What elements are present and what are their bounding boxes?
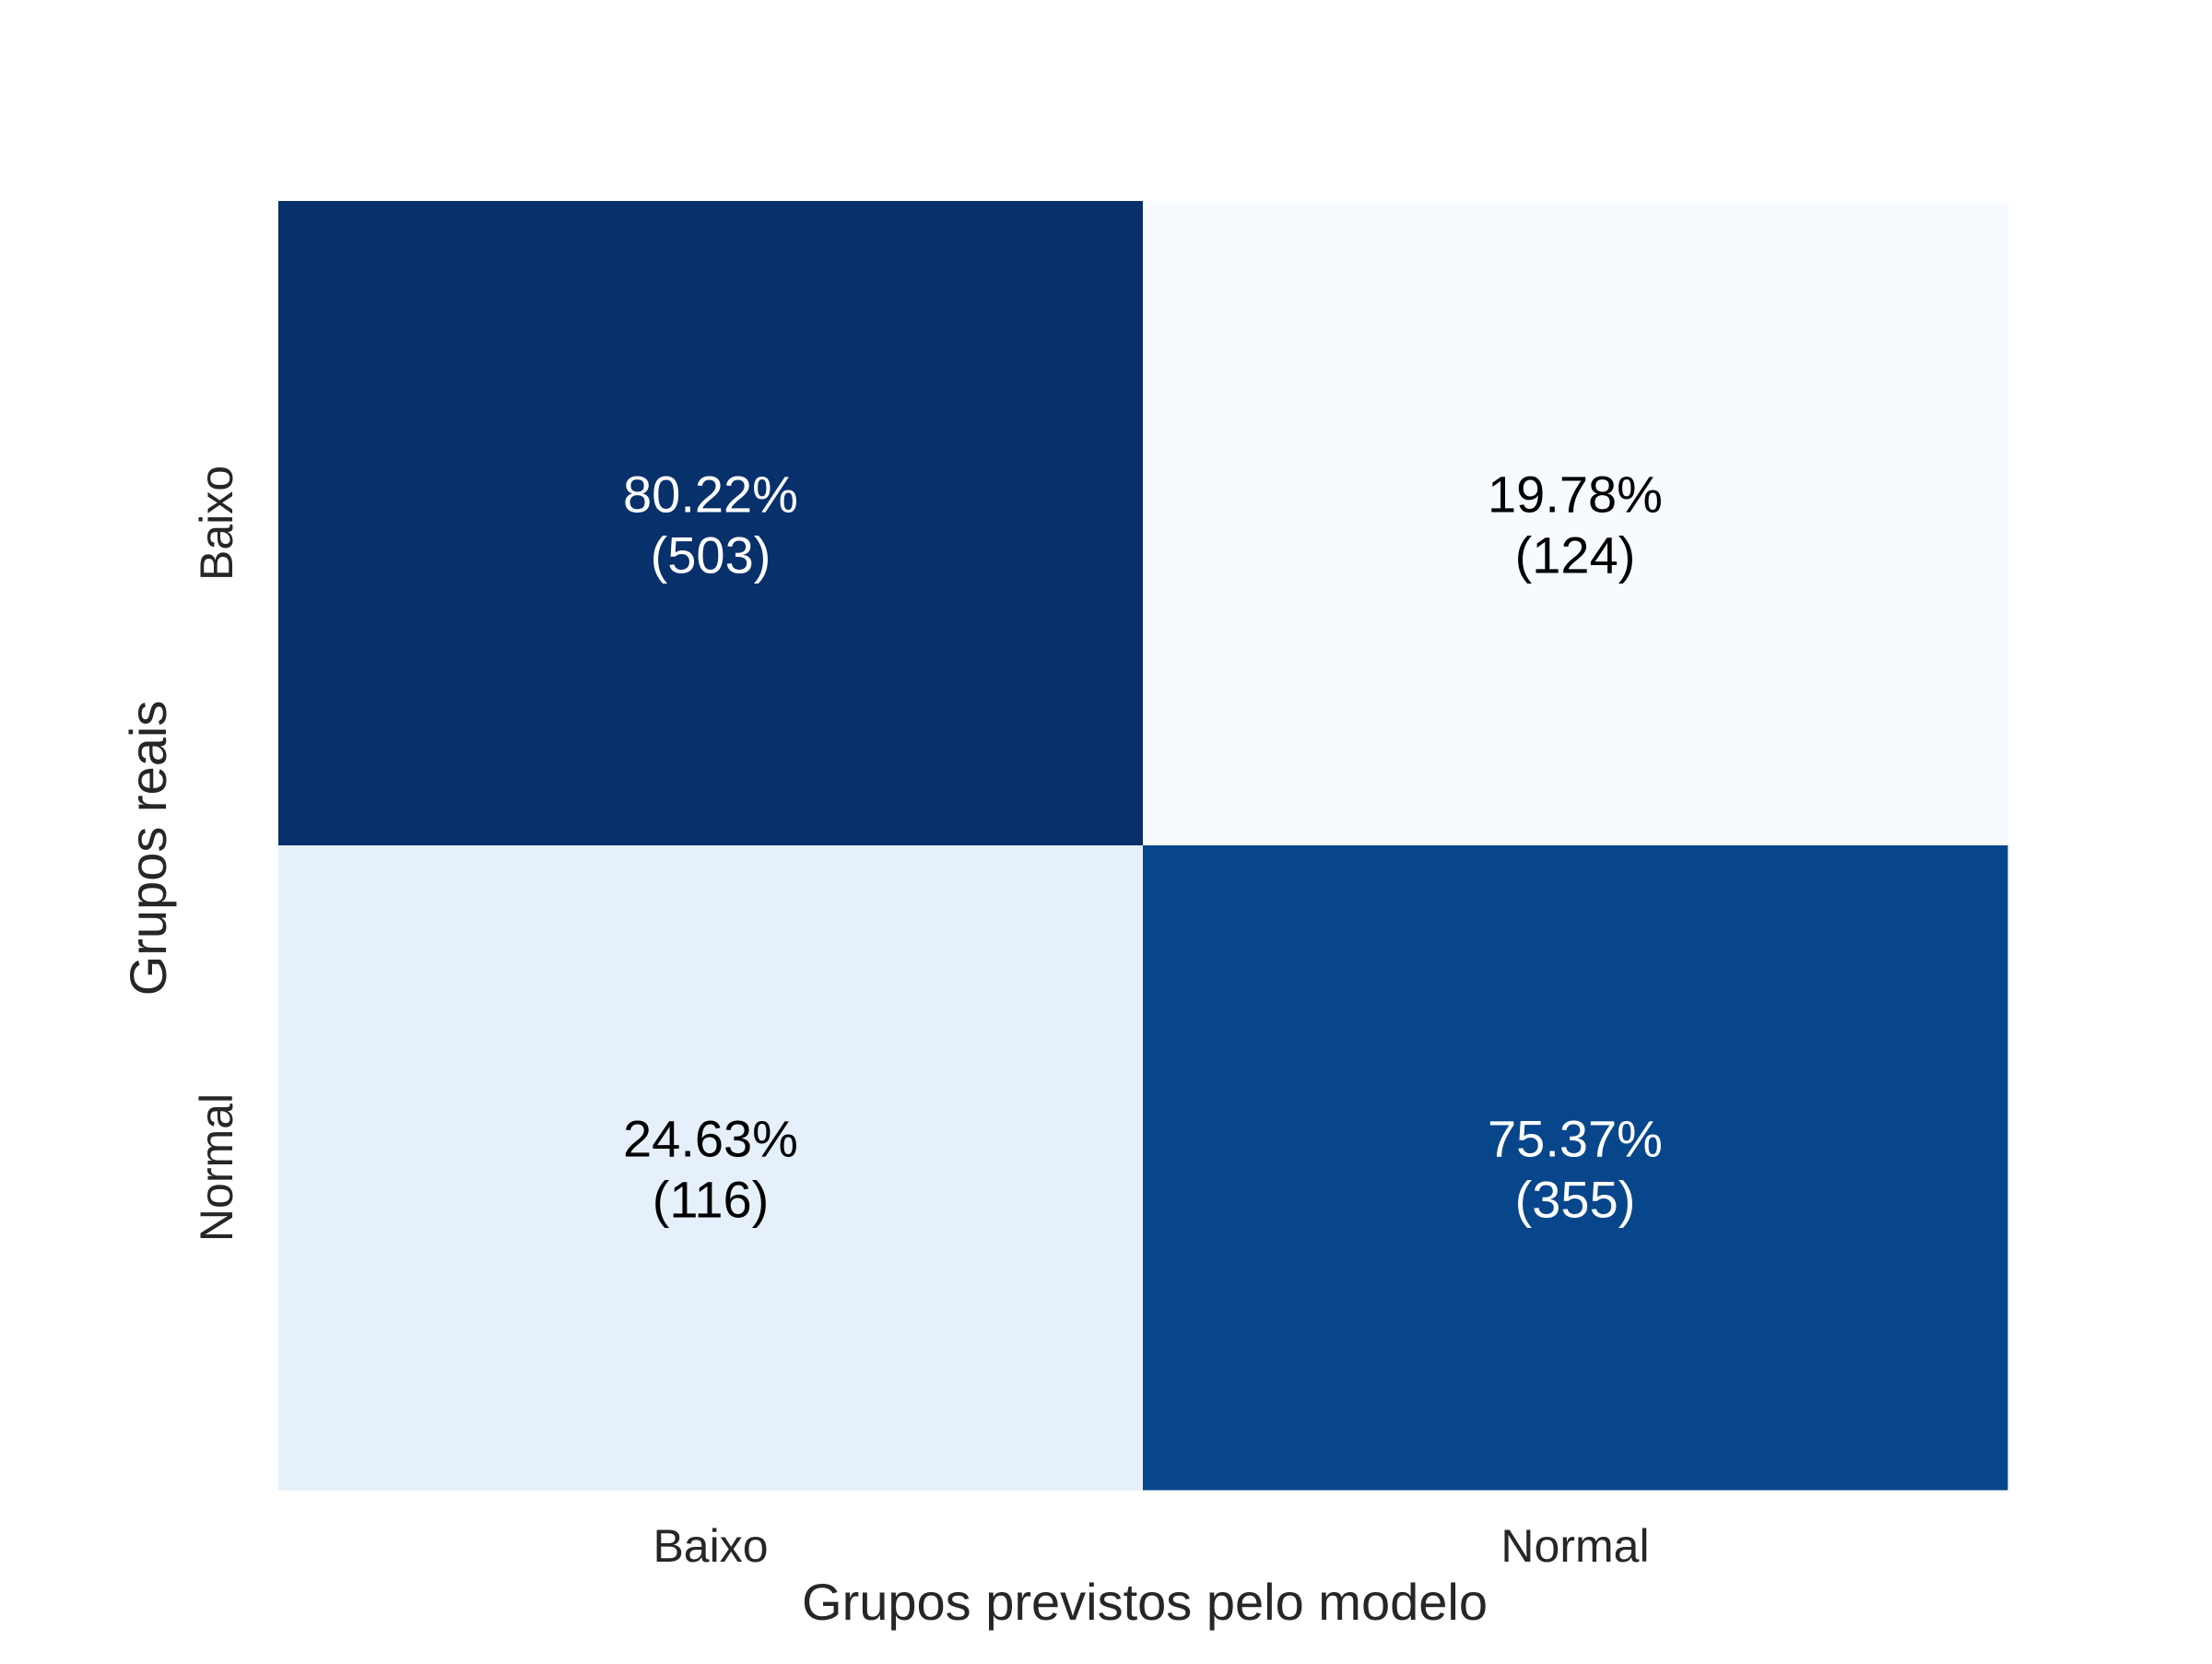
cell-count-label: (124) [1515,526,1636,584]
y-axis-label: Grupos reais [119,701,177,997]
cell-annotation: 24.63% (116) [623,1110,798,1229]
x-axis-label: Grupos previstos pelo modelo [802,1573,1488,1631]
cell-count-label: (116) [653,1171,770,1229]
cell-annotation: 19.78% (124) [1488,466,1663,584]
cell-annotations: 80.22% (503)19.78% (124)24.63% (116)75.37%(… [623,466,1663,1229]
x-tick-labels: Baixo Normal [653,1520,1649,1572]
cell-count-label: (355) [1515,1171,1636,1229]
x-tick-label: Baixo [653,1520,768,1572]
cell-percent-label: 80.22% [623,466,798,524]
cell-percent-label: 75.37% [1488,1110,1663,1168]
cell-percent-label: 19.78% [1488,466,1663,524]
heatmap-cell [1143,845,2008,1491]
heatmap-cells [278,201,2008,1491]
cell-annotation: 75.37% (355) [1488,1110,1663,1229]
heatmap-cell [278,845,1144,1491]
x-tick-label: Normal [1500,1520,1649,1572]
cell-annotation: 80.22% (503) [623,466,798,584]
y-tick-label: Baixo [191,466,242,581]
y-tick-label: Normal [191,1093,242,1242]
heatmap-cell [1143,201,2008,846]
heatmap-cell [278,201,1144,846]
cell-percent-label: 24.63% [623,1110,798,1168]
y-tick-labels: Baixo Normal [191,466,242,1242]
cell-count-label: (503) [651,526,771,584]
